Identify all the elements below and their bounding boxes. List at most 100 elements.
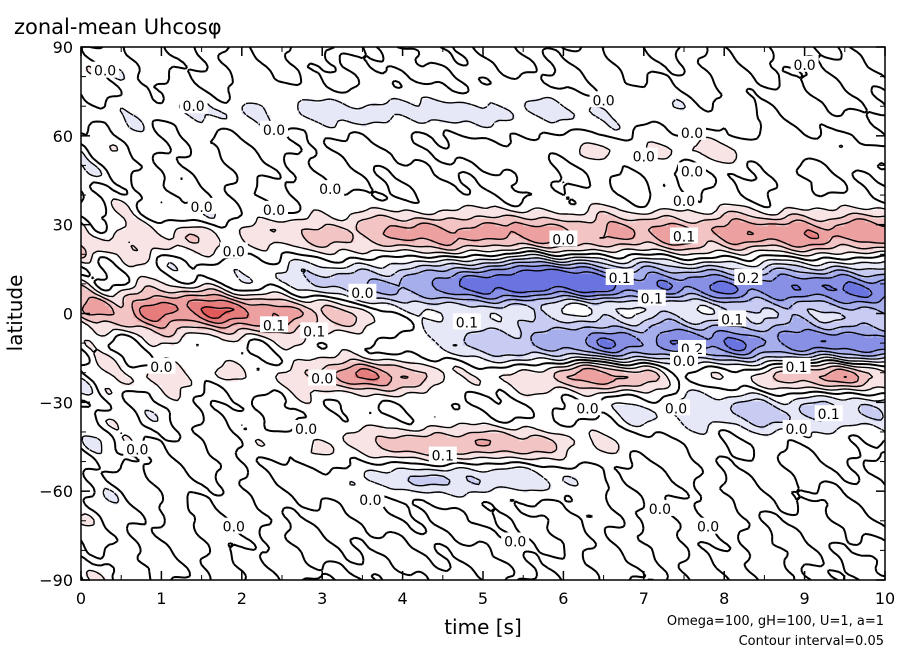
heatmap-cell [611, 321, 617, 326]
heatmap-cell [398, 484, 403, 489]
heatmap-cell [382, 377, 387, 382]
heatmap-cell [583, 345, 588, 350]
heatmap-cell [595, 436, 600, 442]
heatmap-cell [386, 444, 391, 450]
heatmap-cell [688, 416, 693, 422]
heatmap-cell [507, 484, 512, 489]
heatmap-cell [298, 377, 303, 382]
heatmap-cell [792, 317, 797, 322]
heatmap-cell [619, 381, 625, 386]
heatmap-cell [575, 333, 580, 338]
heatmap-cell [792, 404, 797, 410]
heatmap-cell [527, 329, 532, 334]
heatmap-cell [149, 412, 154, 418]
heatmap-cell [631, 408, 637, 414]
heatmap-cell [740, 289, 745, 295]
heatmap-cell [402, 440, 408, 446]
heatmap-cell [776, 412, 781, 418]
heatmap-cell [478, 440, 484, 446]
heatmap-cell [507, 329, 512, 334]
heatmap-cell [836, 369, 842, 374]
heatmap-cell [591, 369, 596, 374]
heatmap-cell [430, 432, 436, 438]
heatmap-cell [113, 369, 118, 374]
heatmap-cell [696, 313, 701, 318]
heatmap-cell [495, 476, 500, 481]
heatmap-cell [109, 361, 114, 366]
heatmap-cell [346, 389, 351, 394]
heatmap-cell [314, 444, 319, 450]
heatmap-cell [499, 337, 504, 342]
heatmap-cell [748, 401, 753, 406]
heatmap-cell [334, 385, 339, 390]
heatmap-cell [390, 476, 395, 481]
heatmap-cell [422, 373, 428, 378]
heatmap-cell [736, 397, 741, 402]
heatmap-cell [836, 293, 842, 298]
heatmap-cell [816, 377, 822, 382]
heatmap-cell [515, 313, 520, 318]
heatmap-cell [772, 412, 777, 418]
heatmap-cell [105, 357, 110, 362]
heatmap-cell [756, 420, 761, 426]
heatmap-cell [583, 393, 588, 398]
heatmap-cell [768, 428, 773, 434]
heatmap-cell [868, 404, 874, 410]
heatmap-cell [716, 404, 721, 410]
heatmap-cell [294, 373, 299, 378]
heatmap-cell [519, 321, 524, 326]
heatmap-cell [466, 432, 472, 438]
heatmap-cell [249, 317, 255, 322]
heatmap-cell [430, 424, 436, 430]
heatmap-cell [97, 361, 102, 366]
heatmap-cell [523, 448, 528, 454]
heatmap-cell [852, 345, 858, 350]
heatmap-cell [286, 373, 291, 378]
heatmap-cell [663, 313, 669, 318]
heatmap-cell [298, 393, 303, 398]
heatmap-cell [539, 440, 544, 446]
heatmap-cell [852, 365, 858, 370]
heatmap-cell [414, 436, 420, 442]
heatmap-cell [181, 373, 186, 378]
heatmap-cell [398, 381, 403, 386]
heatmap-cell [398, 428, 403, 434]
heatmap-cell [756, 416, 761, 422]
heatmap-cell [836, 420, 842, 426]
heatmap-cell [318, 301, 323, 306]
heatmap-cell [864, 377, 870, 382]
heatmap-cell [515, 432, 520, 438]
heatmap-cell [450, 333, 456, 338]
heatmap-cell [692, 428, 697, 434]
heatmap-cell [454, 440, 460, 446]
heatmap-cell [277, 373, 283, 378]
heatmap-cell [784, 337, 789, 342]
heatmap-cell [173, 397, 178, 402]
heatmap-cell [374, 476, 379, 481]
heatmap-cell [736, 404, 741, 410]
heatmap-cell [535, 309, 540, 314]
heatmap-cell [760, 397, 765, 402]
heatmap-cell [125, 321, 130, 326]
heatmap-cell [860, 309, 866, 314]
heatmap-cell [298, 397, 303, 402]
heatmap-cell [515, 440, 520, 446]
heatmap-cell [856, 345, 862, 350]
heatmap-cell [507, 436, 512, 442]
heatmap-cell [487, 285, 492, 291]
heatmap-cell [334, 309, 339, 314]
heatmap-cell [495, 432, 500, 438]
heatmap-cell [555, 341, 560, 346]
heatmap-cell [772, 416, 777, 422]
heatmap-cell [840, 416, 846, 422]
heatmap-cell [402, 476, 408, 481]
heatmap-cell [89, 305, 94, 310]
chart-title: zonal-mean Uhcosφ [14, 15, 222, 39]
heatmap-cell [503, 452, 508, 458]
heatmap-cell [149, 373, 154, 378]
heatmap-cell [434, 476, 440, 481]
heatmap-cell [868, 412, 874, 418]
heatmap-cell [804, 381, 810, 386]
heatmap-cell [736, 401, 741, 406]
heatmap-cell [89, 440, 94, 446]
